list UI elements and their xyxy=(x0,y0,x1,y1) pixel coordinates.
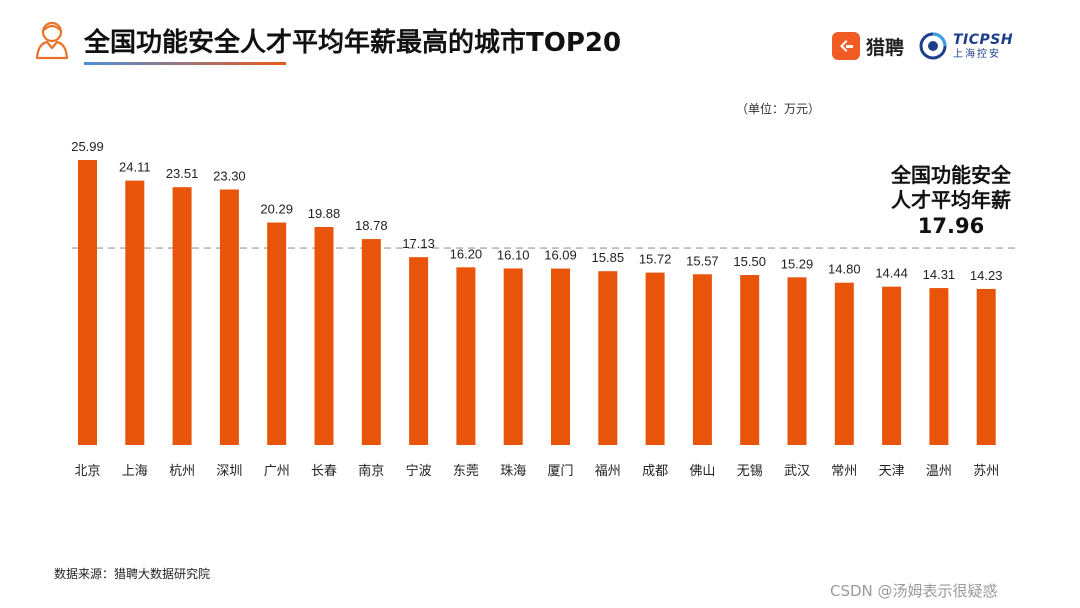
ticp-logo-icon xyxy=(919,32,947,60)
ticp-logo: TICPSH 上海控安 xyxy=(918,30,1013,62)
category-label-19: 温州 xyxy=(926,464,952,479)
category-label-3: 杭州 xyxy=(169,464,195,479)
category-label-5: 广州 xyxy=(264,464,290,479)
average-note: 全国功能安全 人才平均年薪 17.96 xyxy=(880,163,1022,239)
bar-20 xyxy=(976,288,996,445)
bar-13 xyxy=(645,272,665,445)
category-label-10: 珠海 xyxy=(500,464,526,479)
header: 全国功能安全人才平均年薪最高的城市TOP20 猎聘 TICPSH 上海控安 xyxy=(0,0,1080,80)
average-note-line1: 全国功能安全 xyxy=(891,163,1011,187)
bar-4 xyxy=(219,189,239,445)
category-label-6: 长春 xyxy=(311,464,337,479)
liepin-logo: 猎聘 xyxy=(832,31,904,61)
category-label-1: 北京 xyxy=(74,464,100,479)
value-label-12: 15.85 xyxy=(592,250,625,265)
value-label-19: 14.31 xyxy=(923,267,956,282)
bar-11 xyxy=(551,268,570,445)
value-label-2: 24.11 xyxy=(119,160,151,175)
value-label-16: 15.29 xyxy=(781,256,814,271)
bar-19 xyxy=(929,288,949,445)
bar-5 xyxy=(267,222,287,445)
value-label-20: 14.23 xyxy=(970,268,1003,283)
ticp-logo-sub: 上海控安 xyxy=(953,48,1001,60)
bar-2 xyxy=(125,180,145,446)
data-source: 数据来源：猎聘大数据研究院 xyxy=(54,567,211,581)
average-note-line2: 人才平均年薪 xyxy=(891,188,1011,212)
bar-14 xyxy=(692,274,712,445)
title-underline xyxy=(84,62,286,65)
value-label-13: 15.72 xyxy=(639,252,672,267)
bar-17 xyxy=(834,282,854,445)
value-label-15: 15.50 xyxy=(733,254,766,269)
bar-15 xyxy=(740,275,760,445)
category-label-13: 成都 xyxy=(642,464,668,479)
value-label-14: 15.57 xyxy=(686,253,719,268)
value-label-7: 18.78 xyxy=(355,218,388,233)
category-label-8: 宁波 xyxy=(406,463,432,479)
bar-3 xyxy=(172,187,192,445)
bar-1 xyxy=(78,160,97,445)
person-icon xyxy=(35,21,69,60)
category-label-11: 厦门 xyxy=(547,464,573,479)
category-label-2: 上海 xyxy=(122,464,148,479)
unit-label: （单位：万元） xyxy=(736,102,821,116)
watermark: CSDN @汤姆表示很疑惑 xyxy=(830,582,998,600)
value-label-8: 17.13 xyxy=(402,236,435,251)
category-label-12: 福州 xyxy=(595,464,621,479)
value-label-11: 16.09 xyxy=(544,248,577,263)
average-note-value: 17.96 xyxy=(917,214,985,238)
bar-9 xyxy=(456,267,476,445)
bar-7 xyxy=(361,239,381,445)
value-label-1: 25.99 xyxy=(71,139,104,154)
category-label-20: 苏州 xyxy=(973,463,999,479)
value-label-18: 14.44 xyxy=(875,266,908,281)
category-label-17: 常州 xyxy=(831,464,857,479)
category-label-9: 东莞 xyxy=(453,464,479,479)
bar-10 xyxy=(503,268,523,445)
category-label-18: 天津 xyxy=(879,464,905,479)
category-label-15: 无锡 xyxy=(737,464,763,479)
bar-18 xyxy=(882,286,902,445)
ticp-logo-brand: TICPSH xyxy=(953,31,1014,48)
bar-16 xyxy=(787,277,807,445)
liepin-logo-text: 猎聘 xyxy=(866,36,905,59)
page-title: 全国功能安全人才平均年薪最高的城市TOP20 xyxy=(84,28,622,58)
category-label-7: 南京 xyxy=(358,463,384,479)
bar-12 xyxy=(598,271,618,445)
value-label-6: 19.88 xyxy=(308,206,341,221)
value-label-10: 16.10 xyxy=(497,247,530,262)
category-label-14: 佛山 xyxy=(689,464,715,479)
liepin-logo-icon xyxy=(832,32,860,60)
bar-6 xyxy=(314,227,334,445)
value-label-3: 23.51 xyxy=(166,166,199,181)
value-label-9: 16.20 xyxy=(450,246,483,261)
bar-8 xyxy=(409,257,429,445)
value-label-5: 20.29 xyxy=(260,202,293,217)
value-label-4: 23.30 xyxy=(213,168,246,183)
category-label-4: 深圳 xyxy=(216,464,242,479)
category-label-16: 武汉 xyxy=(784,464,810,479)
value-label-17: 14.80 xyxy=(828,262,861,277)
